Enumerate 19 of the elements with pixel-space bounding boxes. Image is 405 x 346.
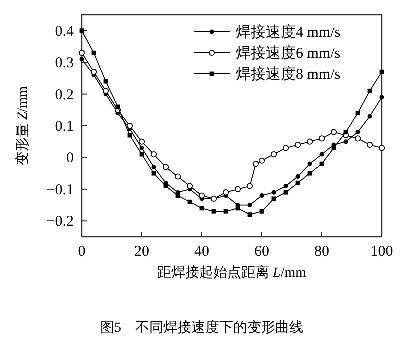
x-tick-label: 20 [134,244,150,260]
x-tick-label: 100 [370,244,394,260]
legend-label: 焊接速度4 mm/s [236,24,341,41]
x-tick-label: 40 [194,244,210,260]
x-axis-title: 距焊接起始点距离 L/mm [158,265,307,281]
y-tick-label: 0.4 [55,24,74,40]
x-tick-label: 0 [78,244,86,260]
y-tick-label: 0.3 [55,56,74,72]
y-axis-title: 变形量 Z/mm [15,86,31,166]
legend-label: 焊接速度6 mm/s [236,45,341,62]
x-tick-label: 60 [254,244,270,260]
y-tick-label: 0 [66,150,74,167]
text: 图5 不同焊接速度下的变形曲线 [100,320,304,336]
y-tick-label: −0.1 [46,182,74,198]
x-tick-label: 80 [314,244,330,260]
y-tick-label: −0.2 [46,214,74,230]
legend-label: 焊接速度8 mm/s [236,66,341,83]
y-tick-label: 0.1 [55,119,74,135]
y-tick-label: 0.2 [55,87,74,104]
